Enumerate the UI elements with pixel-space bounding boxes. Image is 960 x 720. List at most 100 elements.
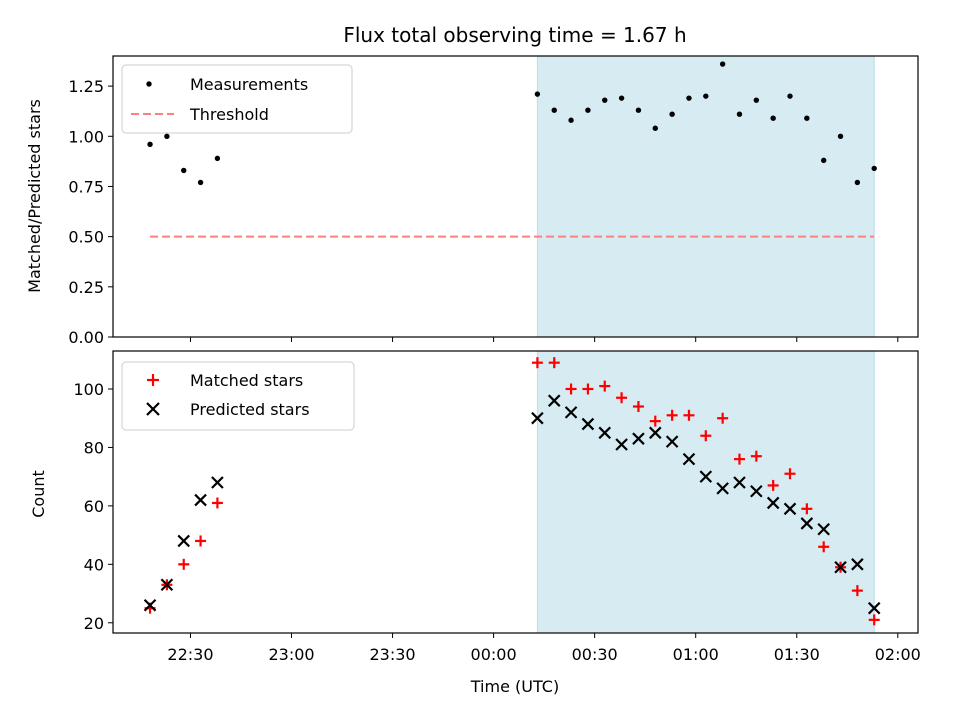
measurement-point (770, 115, 776, 121)
bottom-y-ticks: 20 40 60 80 100 (73, 380, 113, 633)
matched-star-point (616, 392, 628, 404)
x-tick-label: 23:30 (370, 645, 416, 664)
measurement-point (164, 133, 170, 139)
matched-star-point (548, 357, 560, 369)
predicted-star-point (531, 411, 544, 425)
top-y-ticks: 0.00 0.25 0.50 0.75 1.00 1.25 (68, 77, 113, 347)
predicted-star-point (598, 426, 612, 440)
measurement-point (686, 95, 692, 101)
x-axis-label: Time (UTC) (470, 677, 559, 696)
matched-star-point (868, 614, 880, 626)
legend-label-predicted: Predicted stars (190, 400, 310, 419)
matched-star-point (700, 430, 712, 442)
matched-star-point (851, 585, 863, 597)
predicted-star-point (733, 476, 746, 489)
predicted-star-point (177, 534, 191, 548)
x-tick-label: 23:00 (268, 645, 314, 664)
matched-star-point (750, 450, 762, 462)
legend-label-matched: Matched stars (190, 371, 303, 390)
measurement-point (669, 111, 675, 117)
bottom-y-tick-label: 20 (84, 614, 104, 633)
matched-star-point (733, 453, 745, 465)
matched-star-point (178, 558, 190, 570)
matched-star-point (582, 383, 594, 395)
legend-label-measurements: Measurements (190, 75, 308, 94)
predicted-star-point (615, 438, 628, 451)
matched-star-point (683, 409, 695, 421)
predicted-star-point (783, 502, 797, 516)
measurement-point (214, 155, 221, 162)
matched-star-point (211, 497, 223, 509)
matched-star-point (767, 479, 779, 491)
matched-star-point (784, 468, 796, 480)
top-legend: Measurements Threshold (121, 64, 353, 134)
bottom-y-tick-label: 100 (73, 380, 104, 399)
predicted-star-point (665, 435, 679, 448)
bottom-x-ticks: 22:30 23:00 23:30 00:00 00:30 01:00 01:30 02:00 (167, 633, 921, 664)
top-y-tick-label: 0.25 (68, 278, 104, 297)
x-tick-label: 02:00 (875, 645, 921, 664)
shaded-span-top (536, 55, 875, 338)
predicted-star-point (649, 426, 662, 440)
measurement-point (568, 117, 574, 123)
measurement-point (635, 107, 642, 113)
predicted-star-point (817, 522, 830, 536)
measurement-point (820, 157, 827, 164)
top-y-tick-label: 0.50 (68, 228, 104, 247)
matched-star-point (565, 383, 577, 395)
bottom-axes-frame (112, 350, 919, 634)
bottom-y-axis-label: Count (29, 470, 48, 518)
x-tick-label: 01:00 (673, 645, 719, 664)
x-tick-label: 00:00 (471, 645, 517, 664)
measurement-point (871, 165, 877, 172)
matched-star-point (649, 415, 661, 427)
top-y-tick-label: 0.75 (68, 177, 104, 196)
matched-star-point (717, 412, 729, 424)
predicted-star-point (682, 452, 696, 466)
legend-marker-measurements (146, 81, 152, 87)
matched-star-point (632, 401, 644, 413)
measurement-point (534, 91, 541, 97)
matched-star-point (531, 357, 543, 369)
measurement-point (736, 111, 743, 117)
legend-marker-predicted (146, 402, 160, 416)
predicted-star-point (160, 578, 174, 592)
top-y-tick-label: 1.25 (68, 77, 104, 96)
measurement-point (854, 179, 861, 186)
top-panel: 0.00 0.25 0.50 0.75 1.00 1.25 Flux total obse… (25, 23, 919, 347)
measurement-point (652, 125, 658, 131)
matched-star-point (195, 535, 207, 547)
predicted-star-point (699, 470, 713, 483)
predicted-star-point (867, 601, 881, 615)
predicted-star-point (547, 394, 561, 407)
bottom-y-tick-label: 60 (84, 497, 104, 516)
bottom-legend: Matched stars Predicted stars (121, 361, 355, 431)
predicted-star-point (834, 560, 847, 574)
measurement-point (602, 97, 608, 103)
measurement-point (753, 97, 760, 103)
matched-star-point (818, 541, 830, 553)
x-tick-label: 22:30 (167, 645, 213, 664)
measurement-point (719, 61, 726, 67)
count-points (143, 357, 881, 626)
top-x-ticks (189, 337, 899, 342)
top-y-axis-label: Matched/Predicted stars (25, 99, 44, 293)
legend-label-threshold: Threshold (189, 105, 269, 124)
predicted-star-point (851, 558, 864, 571)
predicted-star-point (143, 598, 157, 612)
matched-star-point (801, 503, 813, 515)
legend-marker-matched (147, 374, 159, 386)
predicted-star-point (211, 476, 224, 489)
x-tick-label: 01:30 (774, 645, 820, 664)
bottom-y-tick-label: 40 (84, 555, 104, 574)
bottom-y-tick-label: 80 (84, 438, 104, 457)
measurement-point (703, 93, 709, 99)
predicted-star-point (564, 406, 578, 419)
predicted-star-point (716, 482, 729, 495)
measurement-point (804, 115, 810, 121)
x-tick-label: 00:30 (572, 645, 618, 664)
predicted-star-point (766, 496, 780, 510)
top-y-tick-label: 1.00 (68, 127, 104, 146)
bottom-panel: 20 40 60 80 100 22:30 23:00 23:30 00:00 00:30 01:… (29, 350, 921, 696)
